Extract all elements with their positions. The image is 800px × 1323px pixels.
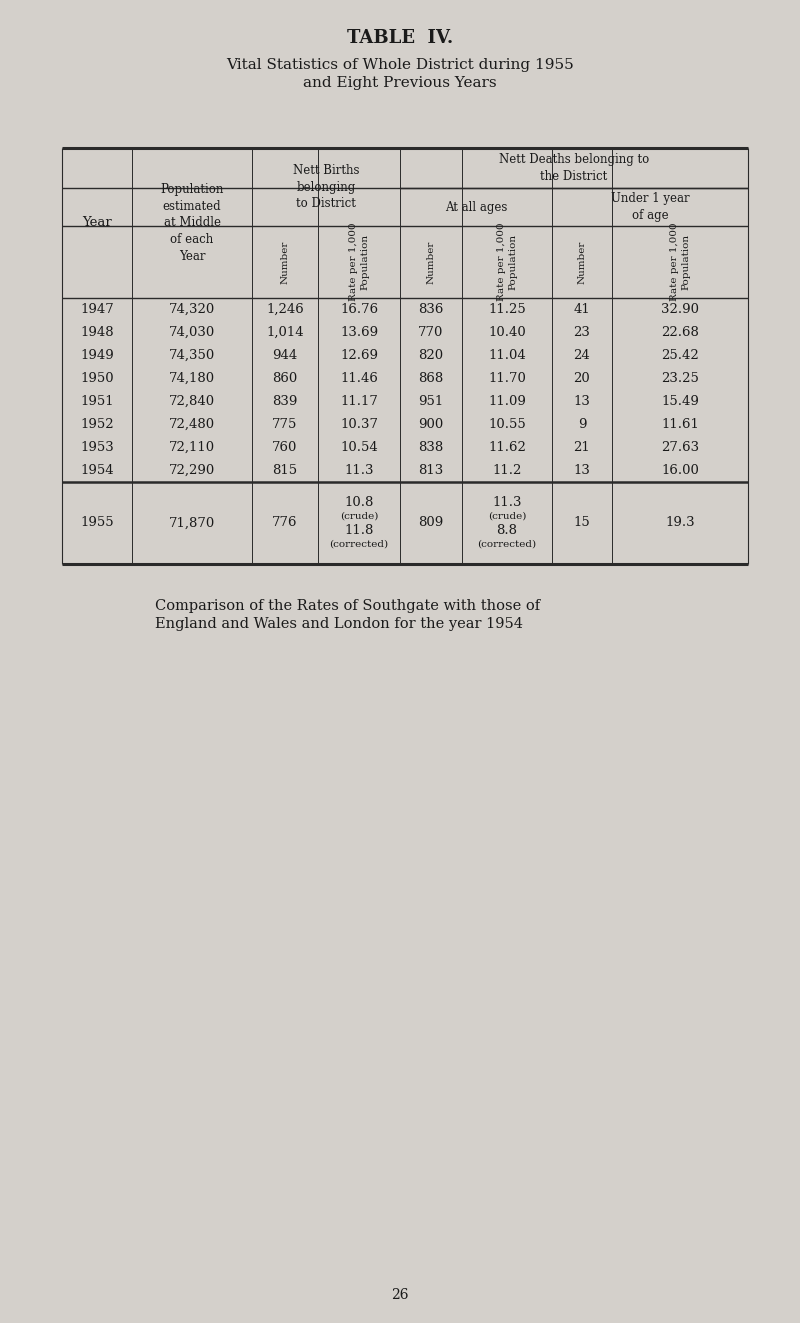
Text: 16.76: 16.76 — [340, 303, 378, 316]
Text: 775: 775 — [272, 418, 298, 431]
Text: (crude): (crude) — [488, 512, 526, 520]
Text: 1950: 1950 — [80, 372, 114, 385]
Text: England and Wales and London for the year 1954: England and Wales and London for the yea… — [155, 617, 523, 631]
Text: 1955: 1955 — [80, 516, 114, 529]
Text: 20: 20 — [574, 372, 590, 385]
Text: 951: 951 — [418, 396, 444, 407]
Text: 815: 815 — [273, 464, 298, 478]
Text: Number: Number — [578, 241, 586, 283]
Text: Number: Number — [281, 241, 290, 283]
Text: 776: 776 — [272, 516, 298, 529]
Text: Nett Births
belonging
to District: Nett Births belonging to District — [293, 164, 359, 210]
Text: 10.40: 10.40 — [488, 325, 526, 339]
Text: 15.49: 15.49 — [661, 396, 699, 407]
Text: 860: 860 — [272, 372, 298, 385]
Text: 11.25: 11.25 — [488, 303, 526, 316]
Text: TABLE  IV.: TABLE IV. — [347, 29, 453, 48]
Text: 1,246: 1,246 — [266, 303, 304, 316]
Text: 74,350: 74,350 — [169, 349, 215, 363]
Text: 13.69: 13.69 — [340, 325, 378, 339]
Text: 11.3: 11.3 — [344, 464, 374, 478]
Text: Comparison of the Rates of Southgate with those of: Comparison of the Rates of Southgate wit… — [155, 599, 540, 613]
Text: 74,320: 74,320 — [169, 303, 215, 316]
Text: 24: 24 — [574, 349, 590, 363]
Text: 1947: 1947 — [80, 303, 114, 316]
Text: 813: 813 — [418, 464, 444, 478]
Text: 72,110: 72,110 — [169, 441, 215, 454]
Text: 868: 868 — [418, 372, 444, 385]
Text: 900: 900 — [418, 418, 444, 431]
Text: 1952: 1952 — [80, 418, 114, 431]
Text: Rate per 1,000
Population: Rate per 1,000 Population — [670, 222, 690, 302]
Text: 839: 839 — [272, 396, 298, 407]
Text: 22.68: 22.68 — [661, 325, 699, 339]
Text: 27.63: 27.63 — [661, 441, 699, 454]
Text: 820: 820 — [418, 349, 443, 363]
Text: 1954: 1954 — [80, 464, 114, 478]
Text: 74,180: 74,180 — [169, 372, 215, 385]
Text: Number: Number — [426, 241, 435, 283]
Text: 10.37: 10.37 — [340, 418, 378, 431]
Text: 11.04: 11.04 — [488, 349, 526, 363]
Text: 809: 809 — [418, 516, 444, 529]
Text: 71,870: 71,870 — [169, 516, 215, 529]
Text: 1953: 1953 — [80, 441, 114, 454]
Text: 13: 13 — [574, 396, 590, 407]
Text: Year: Year — [82, 217, 112, 229]
Text: 1,014: 1,014 — [266, 325, 304, 339]
Text: 11.46: 11.46 — [340, 372, 378, 385]
Text: (corrected): (corrected) — [330, 540, 389, 549]
Text: 11.61: 11.61 — [661, 418, 699, 431]
Text: 770: 770 — [418, 325, 444, 339]
Text: 11.62: 11.62 — [488, 441, 526, 454]
Text: 21: 21 — [574, 441, 590, 454]
Text: 1948: 1948 — [80, 325, 114, 339]
Text: 11.09: 11.09 — [488, 396, 526, 407]
Text: At all ages: At all ages — [445, 201, 507, 213]
Text: 10.8: 10.8 — [344, 496, 374, 508]
Text: 11.2: 11.2 — [492, 464, 522, 478]
Text: 1949: 1949 — [80, 349, 114, 363]
Text: (crude): (crude) — [340, 512, 378, 520]
Text: Rate per 1,000
Population: Rate per 1,000 Population — [349, 222, 369, 302]
Text: 10.55: 10.55 — [488, 418, 526, 431]
Text: Nett Deaths belonging to
the District: Nett Deaths belonging to the District — [499, 153, 649, 183]
Text: 32.90: 32.90 — [661, 303, 699, 316]
Text: 760: 760 — [272, 441, 298, 454]
Text: 23.25: 23.25 — [661, 372, 699, 385]
Text: 1951: 1951 — [80, 396, 114, 407]
Text: 15: 15 — [574, 516, 590, 529]
Text: 74,030: 74,030 — [169, 325, 215, 339]
Text: 12.69: 12.69 — [340, 349, 378, 363]
Text: 72,290: 72,290 — [169, 464, 215, 478]
Text: 26: 26 — [391, 1289, 409, 1302]
Text: 11.3: 11.3 — [492, 496, 522, 508]
Text: 19.3: 19.3 — [665, 516, 695, 529]
Text: 944: 944 — [272, 349, 298, 363]
Text: Population
estimated
at Middle
of each
Year: Population estimated at Middle of each Y… — [160, 184, 224, 262]
Text: Rate per 1,000
Population: Rate per 1,000 Population — [497, 222, 517, 302]
Text: (corrected): (corrected) — [478, 540, 537, 549]
Text: 23: 23 — [574, 325, 590, 339]
Text: Under 1 year
of age: Under 1 year of age — [610, 192, 690, 222]
Text: 72,480: 72,480 — [169, 418, 215, 431]
Text: 10.54: 10.54 — [340, 441, 378, 454]
Text: 41: 41 — [574, 303, 590, 316]
Text: 25.42: 25.42 — [661, 349, 699, 363]
Text: 11.8: 11.8 — [344, 524, 374, 537]
Text: Vital Statistics of Whole District during 1955: Vital Statistics of Whole District durin… — [226, 58, 574, 71]
Text: 11.17: 11.17 — [340, 396, 378, 407]
Text: and Eight Previous Years: and Eight Previous Years — [303, 75, 497, 90]
Text: 72,840: 72,840 — [169, 396, 215, 407]
Text: 13: 13 — [574, 464, 590, 478]
Text: 838: 838 — [418, 441, 444, 454]
Text: 16.00: 16.00 — [661, 464, 699, 478]
Text: 836: 836 — [418, 303, 444, 316]
Text: 8.8: 8.8 — [497, 524, 518, 537]
Text: 11.70: 11.70 — [488, 372, 526, 385]
Text: 9: 9 — [578, 418, 586, 431]
